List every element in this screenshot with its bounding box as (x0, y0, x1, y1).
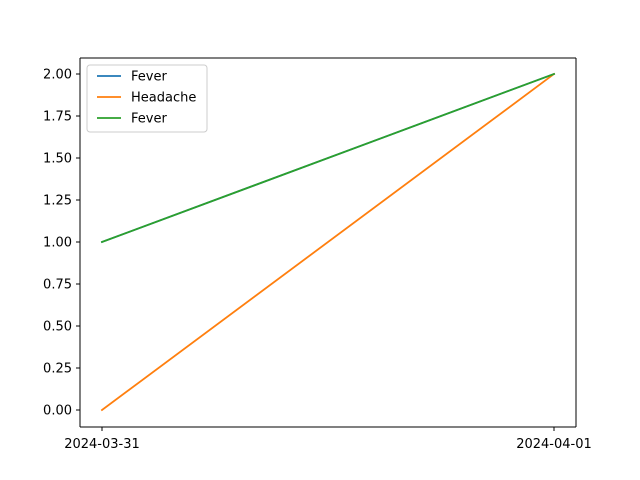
y-tick-label-2: 0.50 (43, 320, 72, 335)
y-tick-label-8: 2.00 (43, 68, 72, 83)
y-tick-label-5: 1.25 (43, 194, 72, 209)
y-tick-label-7: 1.75 (43, 110, 72, 125)
series-layer (100, 72, 556, 412)
y-tick-label-1: 0.25 (43, 362, 72, 377)
y-tick-label-3: 0.75 (43, 278, 72, 293)
legend-label-1: Headache (131, 91, 196, 106)
ticks-layer: 0.00 0.25 0.50 0.75 1.00 1.25 1.50 1.75 2.00 2024… (43, 68, 592, 453)
axes-layer (79, 57, 577, 428)
y-tick-label-4: 1.00 (43, 236, 72, 251)
y-tick-label-0: 0.00 (43, 404, 72, 419)
legend-label-0: Fever (131, 70, 167, 85)
legend-label-2: Fever (131, 112, 167, 127)
series-line-1 (100, 72, 556, 412)
x-tick-label-0: 2024-03-31 (64, 437, 140, 452)
y-tick-label-6: 1.50 (43, 152, 72, 167)
legend-frame (86, 64, 208, 133)
x-tick-label-1: 2024-04-01 (516, 437, 592, 452)
legend: Fever Headache Fever (86, 64, 208, 133)
series-line-2 (100, 72, 556, 244)
